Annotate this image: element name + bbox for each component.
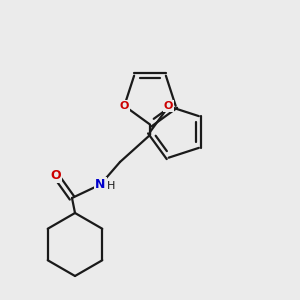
Text: O: O [120,101,129,111]
Text: O: O [50,169,61,182]
Text: N: N [95,178,106,191]
Text: H: H [107,181,115,191]
Text: O: O [164,101,173,111]
